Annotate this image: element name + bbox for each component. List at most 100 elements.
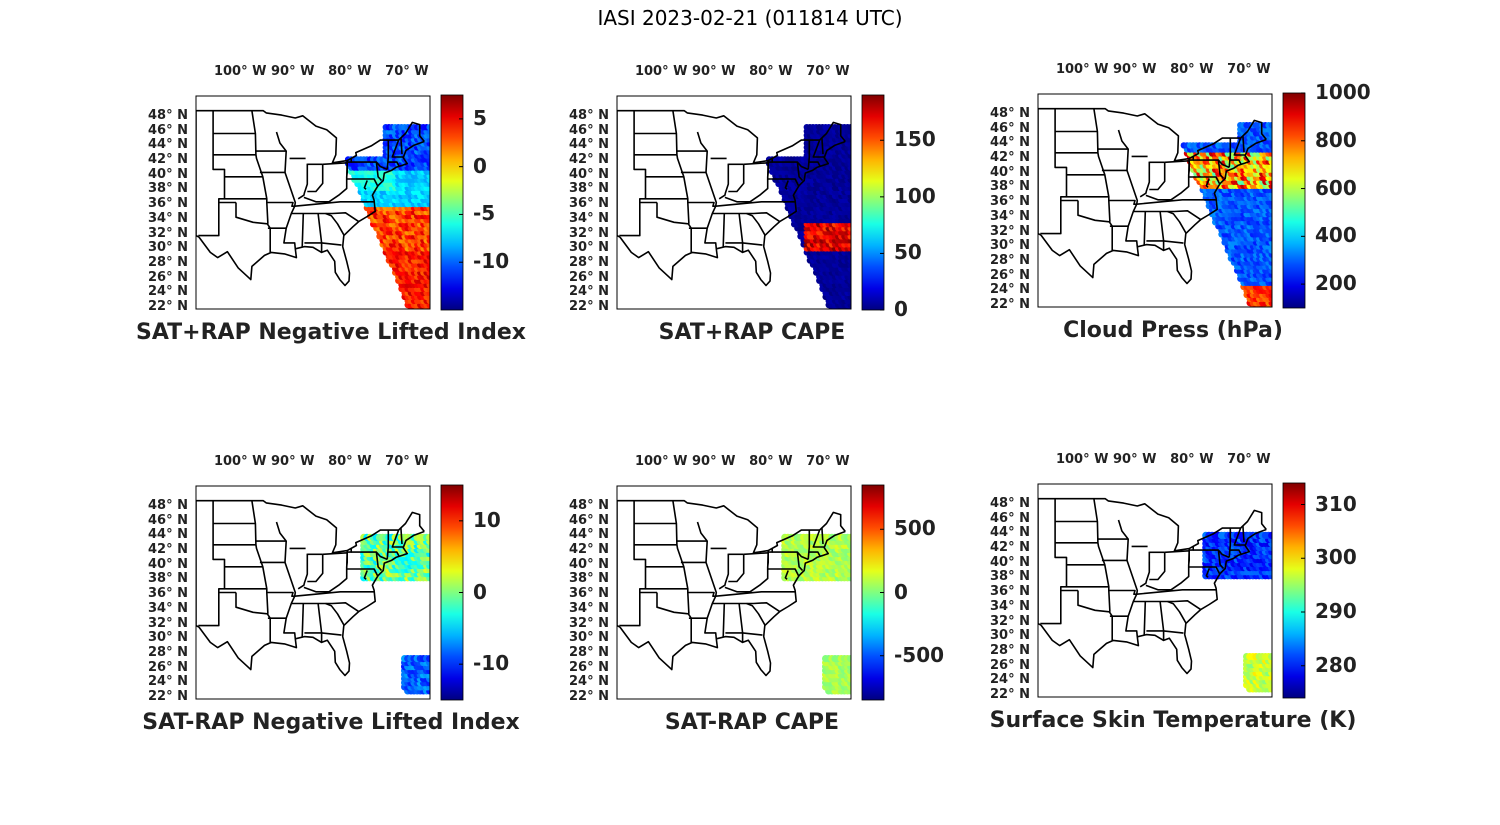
data-pixel [426,533,430,541]
map-figure [195,94,464,311]
state-boundaries [1038,107,1267,285]
latitude-tick-label: 24° N [990,282,1030,298]
colorbar [1282,482,1306,699]
colorbar [861,94,885,311]
longitude-tick-label: 70° W [806,64,850,79]
longitude-tick-label: 90° W [1113,62,1157,77]
latitude-tick-label: 22° N [148,299,188,314]
latitude-tick-label: 46° N [990,510,1030,526]
latitude-tick-label: 48° N [990,496,1030,512]
latitude-tick-label: 36° N [569,196,609,212]
latitude-tick-label: 28° N [569,644,609,660]
colorbar-tick-label: -5 [473,201,496,226]
longitude-tick-label: 100° W [213,64,267,79]
latitude-tick-label: 34° N [569,210,609,226]
longitude-tick-label: 100° W [634,454,688,469]
latitude-tick-label: 30° N [569,240,609,256]
longitude-tick-label: 70° W [1227,62,1271,77]
latitude-tick-label: 22° N [569,299,609,314]
data-pixel [847,533,851,541]
latitude-tick-label: 38° N [148,181,188,197]
latitude-tick-label: 34° N [148,210,188,226]
data-pixel [1268,122,1272,129]
latitude-tick-label: 44° N [148,137,188,153]
latitude-tick-label: 42° N [990,540,1030,556]
map-frame [1037,483,1273,698]
latitude-tick-label: 36° N [148,586,188,602]
latitude-tick-label: 40° N [569,166,609,182]
latitude-tick-label: 46° N [148,122,188,138]
data-swath [360,533,430,695]
latitude-tick-label: 24° N [569,674,609,690]
data-pixel [426,124,430,131]
longitude-tick-label: 70° W [1227,452,1271,467]
data-pixel [847,655,851,663]
latitude-tick-label: 36° N [148,196,188,212]
latitude-tick-label: 40° N [990,554,1030,570]
map-frame [1037,93,1273,308]
data-pixel [1268,653,1272,661]
map-frame [195,485,431,700]
latitude-tick-label: 30° N [148,630,188,646]
colorbar-tick-label: 310 [1315,491,1357,516]
latitude-tick-label: 38° N [569,571,609,587]
map-figure [1037,482,1306,699]
colorbar-tick-label: 280 [1315,652,1357,677]
latitude-tick-label: 42° N [569,542,609,558]
colorbar-tick-label: 50 [894,240,922,265]
colorbar-tick-label: 10 [473,507,501,532]
latitude-tick-label: 38° N [148,571,188,587]
latitude-tick-label: 36° N [990,584,1030,600]
latitude-tick-label: 48° N [990,106,1030,122]
latitude-tick-label: 48° N [569,498,609,514]
longitude-tick-label: 90° W [271,64,315,79]
data-swath [781,533,851,695]
longitude-tick-label: 70° W [385,454,429,469]
latitude-tick-label: 44° N [990,525,1030,541]
colorbar-tick-label: 150 [894,127,936,152]
state-boundaries [617,109,846,287]
longitude-tick-label: 80° W [328,454,372,469]
panel-title: Cloud Press (hPa) [1063,318,1283,343]
panel-sat-minus-rap-cape: 100° W 90° W 80° W 70° W 48° N 46° N 44° N 42° … [521,450,944,750]
data-swath [1202,531,1272,693]
data-swath [765,124,851,309]
latitude-tick-label: 44° N [148,527,188,543]
colorbar [1282,92,1306,309]
latitude-tick-label: 28° N [148,644,188,660]
colorbar-tick-label: 600 [1315,175,1357,200]
latitude-tick-label: 48° N [148,108,188,124]
map-frame [616,485,852,700]
longitude-tick-label: 80° W [1170,452,1214,467]
longitude-tick-label: 100° W [213,454,267,469]
colorbar-tick-label: 300 [1315,545,1357,570]
colorbar-tick-label: -10 [473,651,510,676]
latitude-tick-label: 42° N [148,542,188,558]
latitude-tick-label: 36° N [569,586,609,602]
latitude-tick-label: 24° N [990,672,1030,688]
longitude-tick-label: 100° W [1055,452,1109,467]
latitude-tick-label: 24° N [569,284,609,300]
map-figure [195,484,464,701]
state-boundaries [196,499,425,677]
latitude-tick-label: 26° N [148,269,188,285]
latitude-tick-label: 48° N [569,108,609,124]
latitude-tick-label: 28° N [569,254,609,270]
latitude-tick-label: 40° N [148,556,188,572]
latitude-tick-label: 22° N [569,689,609,704]
latitude-tick-label: 32° N [148,225,188,241]
panel-title: SAT+RAP Negative Lifted Index [136,320,526,345]
latitude-tick-label: 32° N [990,613,1030,629]
colorbar-tick-label: 1000 [1315,80,1371,104]
latitude-tick-label: 32° N [569,225,609,241]
panel-surface-skin-temperature: 100° W 90° W 80° W 70° W 48° N 46° N 44° N 42° … [942,448,1362,748]
latitude-tick-label: 38° N [990,179,1030,195]
latitude-tick-label: 38° N [569,181,609,197]
panel-title: SAT-RAP CAPE [664,710,840,735]
latitude-tick-label: 24° N [148,284,188,300]
longitude-tick-label: 100° W [1055,62,1109,77]
latitude-tick-label: 32° N [148,615,188,631]
latitude-tick-label: 30° N [569,630,609,646]
state-boundaries [196,109,425,287]
longitude-tick-label: 70° W [806,454,850,469]
